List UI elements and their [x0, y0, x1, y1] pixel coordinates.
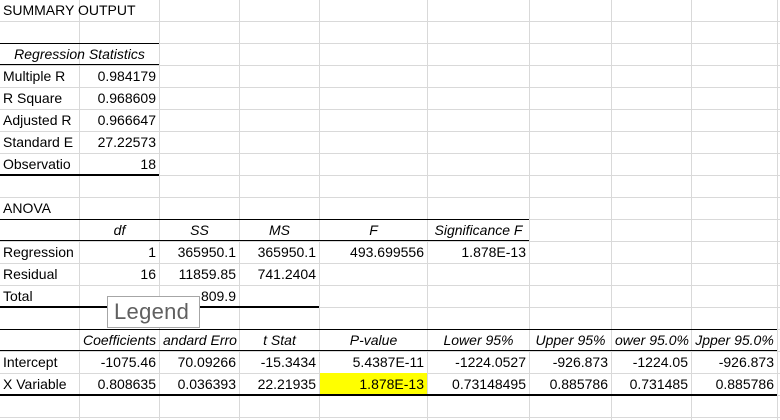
anova-ss[interactable]: 809.9 [200, 288, 236, 304]
anova-ms[interactable]: 741.2404 [257, 266, 316, 282]
coef-header[interactable]: Jpper 95.0% [695, 332, 774, 348]
anova-header-df[interactable]: df [113, 222, 126, 238]
anova-ms[interactable]: 365950.1 [257, 244, 316, 260]
anova-header-ss[interactable]: SS [190, 222, 209, 238]
coef-value[interactable]: -15.3434 [260, 354, 316, 370]
coef-header[interactable]: Lower 95% [443, 332, 514, 348]
coef-header[interactable]: P-value [349, 332, 398, 348]
coef-value[interactable]: 5.4387E-11 [352, 354, 424, 370]
anova-significance-f[interactable]: 1.878E-13 [461, 244, 526, 260]
coef-row-label[interactable]: Intercept [3, 354, 58, 370]
anova-df[interactable]: 16 [140, 266, 156, 282]
coef-value[interactable]: -1224.05 [632, 354, 688, 370]
coef-value[interactable]: 22.21935 [257, 376, 316, 392]
reg-stat-label[interactable]: R Square [3, 90, 63, 106]
anova-row-label[interactable]: Residual [3, 266, 58, 282]
coef-value[interactable]: 70.09266 [177, 354, 236, 370]
coef-header[interactable]: Upper 95% [535, 332, 606, 348]
anova-ss[interactable]: 11859.85 [178, 266, 236, 282]
anova-row-label[interactable]: Regression [3, 244, 74, 260]
coef-header[interactable]: andard Erro [163, 332, 237, 348]
anova-top-rule [0, 219, 529, 220]
reg-stat-value[interactable]: 18 [140, 156, 156, 172]
coef-value[interactable]: 0.036393 [177, 376, 236, 392]
reg-stats-top-rule [0, 43, 159, 44]
coef-bottom-rule [0, 394, 777, 396]
anova-header-rule [0, 240, 529, 241]
reg-stat-value[interactable]: 27.22573 [97, 134, 156, 150]
anova-df[interactable]: 1 [148, 244, 156, 260]
coef-header[interactable]: t Stat [263, 332, 296, 348]
reg-stat-label[interactable]: Observatio [3, 156, 71, 172]
summary-title[interactable]: SUMMARY OUTPUT [3, 2, 136, 18]
reg-stat-value[interactable]: 0.984179 [97, 68, 156, 84]
coef-value[interactable]: 0.885786 [549, 376, 608, 392]
coef-value[interactable]: -1075.46 [100, 354, 156, 370]
coef-header-rule [0, 350, 777, 351]
coef-header[interactable]: Coefficients [83, 332, 157, 348]
anova-header-ms[interactable]: MS [269, 222, 290, 238]
coef-row-label[interactable]: X Variable [3, 376, 67, 392]
anova-header-significance-f[interactable]: Significance F [434, 222, 523, 238]
anova-f[interactable]: 493.699556 [350, 244, 424, 260]
reg-stat-value[interactable]: 0.966647 [97, 112, 156, 128]
coef-value[interactable]: -926.873 [718, 354, 774, 370]
legend-tooltip: Legend [107, 296, 200, 328]
coef-value[interactable]: 0.885786 [715, 376, 774, 392]
reg-stat-label[interactable]: Adjusted R [3, 112, 72, 128]
reg-stat-label[interactable]: Multiple R [3, 68, 66, 84]
anova-title[interactable]: ANOVA [3, 200, 51, 216]
coef-value[interactable]: 0.808635 [97, 376, 156, 392]
reg-stats-header[interactable]: Regression Statistics [14, 46, 145, 62]
reg-stat-label[interactable]: Standard E [3, 134, 74, 150]
highlighted-p-value-cell[interactable]: 1.878E-13 [320, 373, 427, 395]
coef-header[interactable]: ower 95.0% [615, 332, 689, 348]
anova-row-label[interactable]: Total [3, 288, 33, 304]
coef-value[interactable]: -926.873 [552, 354, 608, 370]
reg-stat-value[interactable]: 0.968609 [97, 90, 156, 106]
anova-ss[interactable]: 365950.1 [177, 244, 236, 260]
coef-top-rule [0, 329, 777, 330]
anova-header-f[interactable]: F [369, 222, 378, 238]
coef-value[interactable]: 0.73148495 [452, 376, 526, 392]
coef-value[interactable]: 0.731485 [629, 376, 688, 392]
reg-stats-bottom-rule [0, 174, 159, 176]
coef-value[interactable]: -1224.0527 [455, 354, 526, 370]
reg-stats-header-rule [0, 64, 159, 65]
